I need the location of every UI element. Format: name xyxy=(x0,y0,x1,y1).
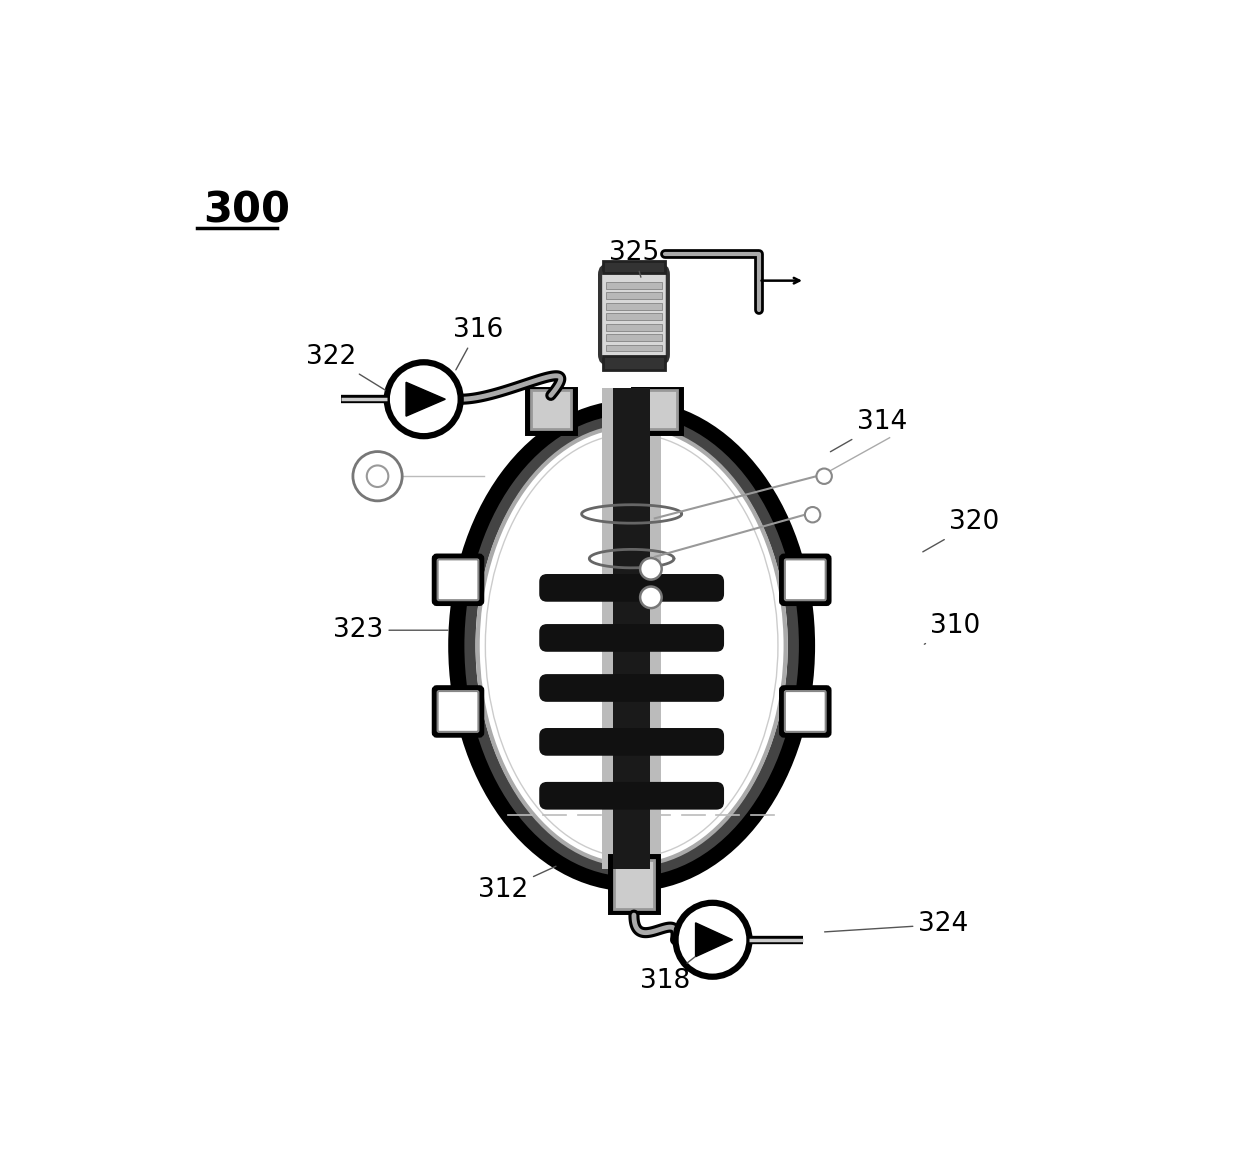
FancyBboxPatch shape xyxy=(781,688,828,735)
Text: 312: 312 xyxy=(477,866,556,903)
Bar xyxy=(603,357,665,369)
Circle shape xyxy=(367,466,388,488)
Text: 323: 323 xyxy=(334,617,448,643)
Bar xyxy=(606,345,662,352)
Bar xyxy=(650,388,661,868)
Text: 322: 322 xyxy=(306,344,386,390)
Circle shape xyxy=(676,903,749,976)
Bar xyxy=(603,261,665,273)
Bar xyxy=(606,324,662,330)
Bar xyxy=(634,390,681,432)
FancyBboxPatch shape xyxy=(438,559,479,600)
FancyBboxPatch shape xyxy=(785,691,826,732)
Text: 314: 314 xyxy=(831,409,906,452)
Bar xyxy=(611,857,657,911)
FancyBboxPatch shape xyxy=(539,728,724,756)
Bar xyxy=(637,390,677,430)
Bar xyxy=(606,314,662,320)
FancyBboxPatch shape xyxy=(438,691,479,732)
Circle shape xyxy=(353,452,402,501)
Circle shape xyxy=(387,362,461,437)
Polygon shape xyxy=(696,923,733,957)
FancyBboxPatch shape xyxy=(539,674,724,702)
Bar xyxy=(531,390,570,430)
Bar xyxy=(606,335,662,340)
Text: 310: 310 xyxy=(924,614,980,644)
Bar xyxy=(613,388,650,868)
FancyBboxPatch shape xyxy=(434,688,481,735)
Ellipse shape xyxy=(461,412,802,879)
Text: 316: 316 xyxy=(453,317,502,369)
Ellipse shape xyxy=(477,426,786,865)
Text: 318: 318 xyxy=(640,957,694,994)
Bar xyxy=(614,859,653,909)
FancyBboxPatch shape xyxy=(785,559,826,600)
FancyBboxPatch shape xyxy=(434,556,481,603)
FancyBboxPatch shape xyxy=(539,574,724,602)
Circle shape xyxy=(816,469,832,484)
Polygon shape xyxy=(405,382,445,416)
Bar xyxy=(603,388,613,868)
Text: 324: 324 xyxy=(825,911,968,937)
Bar xyxy=(606,283,662,288)
Bar xyxy=(606,293,662,299)
Circle shape xyxy=(805,507,821,522)
Bar xyxy=(528,390,574,432)
Circle shape xyxy=(640,558,662,580)
Ellipse shape xyxy=(470,420,794,871)
FancyBboxPatch shape xyxy=(539,624,724,652)
Ellipse shape xyxy=(485,434,777,857)
Text: 320: 320 xyxy=(923,510,999,552)
Text: 300: 300 xyxy=(203,190,290,232)
FancyBboxPatch shape xyxy=(600,265,668,364)
Text: 325: 325 xyxy=(609,240,660,277)
Bar xyxy=(606,303,662,309)
FancyBboxPatch shape xyxy=(539,782,724,809)
Circle shape xyxy=(640,587,662,608)
FancyBboxPatch shape xyxy=(781,556,828,603)
